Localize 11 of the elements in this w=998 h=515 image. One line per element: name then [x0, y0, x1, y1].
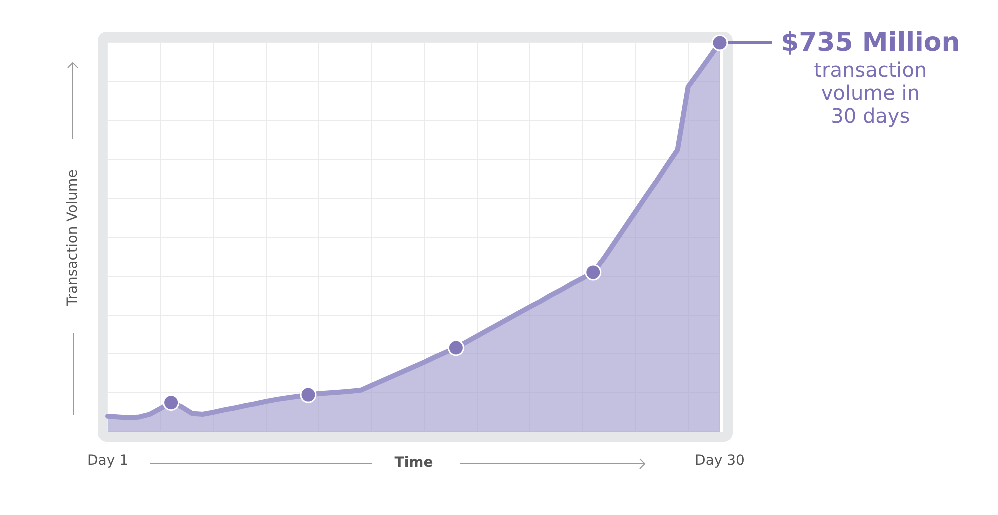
point — [448, 340, 464, 356]
point — [585, 264, 602, 281]
x-tick-label: Day 30 — [695, 453, 745, 470]
text: transaction volume in 30 days — [813, 58, 928, 128]
x-axis-title: Time — [394, 455, 434, 471]
x-tick-label: Day 1 — [87, 453, 129, 470]
point — [163, 394, 180, 412]
y-axis-title: Transaction Volume — [65, 169, 81, 306]
point — [300, 386, 317, 404]
annotation: $735 Million — [781, 28, 960, 58]
point — [712, 34, 728, 52]
